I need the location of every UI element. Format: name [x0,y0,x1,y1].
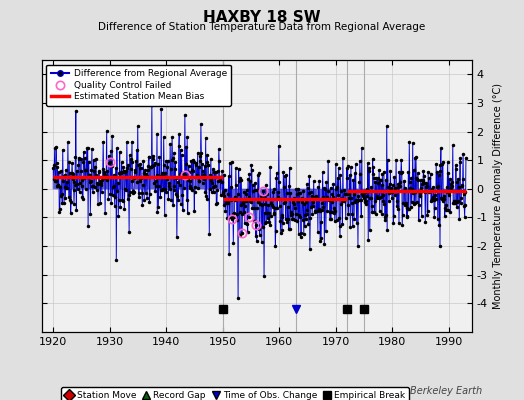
Text: Berkeley Earth: Berkeley Earth [410,386,482,396]
Text: Difference of Station Temperature Data from Regional Average: Difference of Station Temperature Data f… [99,22,425,32]
Legend: Station Move, Record Gap, Time of Obs. Change, Empirical Break: Station Move, Record Gap, Time of Obs. C… [61,388,409,400]
Y-axis label: Monthly Temperature Anomaly Difference (°C): Monthly Temperature Anomaly Difference (… [493,83,503,309]
Text: HAXBY 18 SW: HAXBY 18 SW [203,10,321,25]
